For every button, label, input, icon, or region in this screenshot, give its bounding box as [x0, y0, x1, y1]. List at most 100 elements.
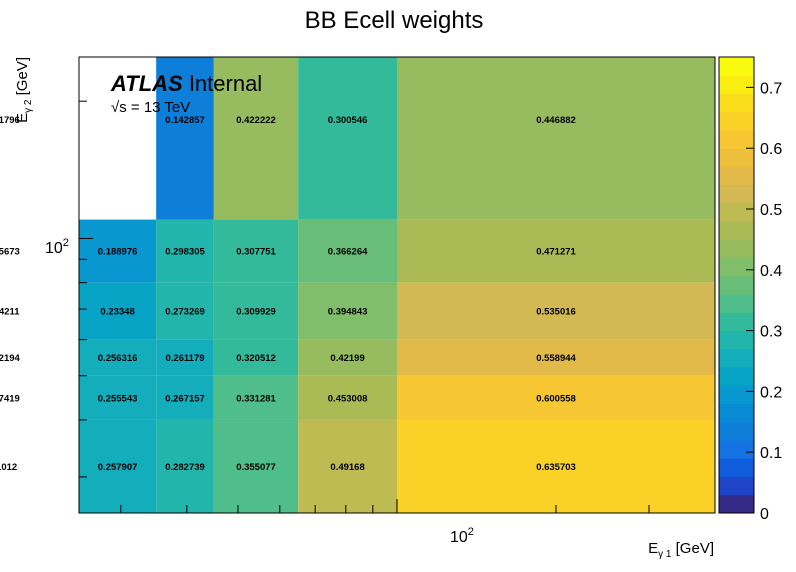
heatmap-cell-label: 0.255543	[98, 393, 138, 404]
x-axis-ticks	[120, 499, 716, 513]
heatmap-cell	[397, 339, 715, 376]
color-scale-segment	[719, 239, 754, 259]
heatmap-cell-label: 0.282739	[165, 462, 205, 473]
heatmap-cell	[156, 339, 214, 376]
energy-label: √s = 13 TeV	[111, 99, 190, 116]
heatmap-cell-label: 0.635673	[0, 247, 20, 258]
color-scale-segment	[719, 385, 754, 405]
color-scale-segment	[719, 494, 754, 514]
heatmap-cell	[298, 57, 397, 220]
x-axis-title: Eγ 1 [GeV]	[648, 540, 714, 560]
heatmap-cell-label: 0.267157	[165, 393, 205, 404]
heatmap-cell-label: 0.600558	[536, 393, 576, 404]
y-axis-ticks	[79, 100, 93, 478]
heatmap-cell-label: 0.188976	[98, 247, 138, 258]
color-scale-segment	[719, 166, 754, 186]
heatmap-cell-label: 0.257907	[98, 462, 138, 473]
color-scale-segment	[719, 148, 754, 167]
heatmap-cell	[298, 219, 397, 283]
heatmap-cell-label: 0.298305	[165, 247, 205, 258]
atlas-label: ATLAS Internal	[110, 71, 262, 96]
color-scale-segment	[719, 202, 754, 222]
heatmap-cell-label: 0.422222	[236, 115, 276, 126]
heatmap-cell	[213, 282, 299, 340]
color-scale-tick-label: 0.1	[760, 445, 782, 462]
color-scale-segment	[719, 403, 754, 423]
heatmap-cell-label: 0.309929	[236, 307, 276, 318]
heatmap-cell-label: 0.300546	[328, 115, 368, 126]
color-scale-segment	[719, 367, 754, 386]
heatmap-cell	[397, 57, 715, 220]
heatmap-cell	[213, 419, 299, 513]
color-scale-segment	[719, 221, 754, 240]
color-scale-tick-label: 0	[760, 506, 769, 523]
heatmap-cell-label: 0.320512	[236, 353, 276, 364]
heatmap-cell-label: 0.273269	[165, 307, 205, 318]
heatmap-cell-label: 0.366264	[328, 247, 368, 258]
heatmap-cell-label: 0.742194	[0, 353, 21, 364]
x-tick-label-100: 102	[450, 526, 474, 546]
heatmap-cell-label: 0.331281	[236, 393, 276, 404]
color-scale-tick-label: 0.7	[760, 80, 782, 97]
heatmap-cell-label: 0.42199	[330, 353, 364, 364]
color-scale-ticks: 0 0.1 0.2 0.3 0.4 0.5 0.6 0.7	[746, 80, 782, 523]
heatmap-cell	[397, 282, 715, 340]
heatmap-cell	[79, 375, 157, 420]
heatmap-cell	[298, 339, 397, 376]
heatmap-cell-label: 0.23348	[100, 307, 134, 318]
color-scale-segment	[719, 294, 754, 313]
color-scale-segment	[719, 476, 754, 496]
color-scale	[719, 57, 754, 514]
heatmap-cell-label: 0.71012	[0, 462, 17, 473]
color-scale-segment	[719, 458, 754, 478]
heatmap-cell-label: 0.453008	[328, 393, 368, 404]
color-scale-segment	[719, 111, 754, 131]
color-scale-segment	[719, 421, 754, 441]
heatmap-cell	[79, 339, 157, 376]
heatmap-cell-labels: 0.142857 0.422222 0.300546 0.446882 0.601796…	[0, 115, 577, 473]
chart-title: BB Ecell weights	[305, 7, 484, 34]
color-scale-tick-label: 0.5	[760, 202, 782, 219]
heatmap-cell	[156, 219, 214, 283]
heatmap-cell-label: 0.307751	[236, 247, 276, 258]
heatmap-cell-label: 0.261179	[165, 353, 204, 364]
heatmap-cell	[213, 375, 299, 420]
color-scale-tick-label: 0.3	[760, 324, 782, 341]
heatmap-cell	[397, 419, 715, 513]
heatmap-cell-label: 0.446882	[536, 115, 576, 126]
color-scale-segment	[719, 184, 754, 204]
heatmap-cell-label: 0.355077	[236, 462, 276, 473]
heatmap-cell-label: 0.49168	[330, 462, 364, 473]
heatmap-cell-label: 0.142857	[165, 115, 205, 126]
heatmap-cell	[298, 419, 397, 513]
heatmap-cell	[156, 282, 214, 340]
heatmap-cell-label: 0.471271	[536, 247, 576, 258]
color-scale-segment	[719, 330, 754, 350]
heatmap-cell-label: 0.635703	[536, 462, 576, 473]
color-scale-tick-label: 0.2	[760, 384, 782, 401]
heatmap-cell	[213, 57, 299, 220]
color-scale-tick-label: 0.4	[760, 263, 782, 280]
color-scale-segment	[719, 275, 754, 295]
color-scale-segment	[719, 348, 754, 368]
heatmap-cell	[79, 219, 157, 283]
color-scale-segment	[719, 75, 754, 94]
y-tick-label-100: 102	[45, 237, 69, 257]
color-scale-segment	[719, 257, 754, 277]
color-scale-segment	[719, 312, 754, 332]
color-scale-frame	[718, 56, 755, 514]
heatmap-cell-label: 0.535016	[536, 307, 576, 318]
color-scale-segment	[719, 440, 754, 459]
color-scale-tick-label: 0.6	[760, 141, 782, 158]
heatmap-cell-label: 0.747419	[0, 393, 20, 404]
heatmap-cell	[397, 219, 715, 283]
heatmap-cell	[213, 339, 299, 376]
heatmap-cell-label: 0.256316	[98, 353, 138, 364]
heatmap-cell	[79, 282, 157, 340]
heatmap-cell	[156, 375, 214, 420]
heatmap-cell	[156, 419, 214, 513]
heatmap-cell-label: 0.601796	[0, 115, 20, 126]
color-scale-segment	[719, 129, 754, 149]
heatmap-cell	[298, 282, 397, 340]
